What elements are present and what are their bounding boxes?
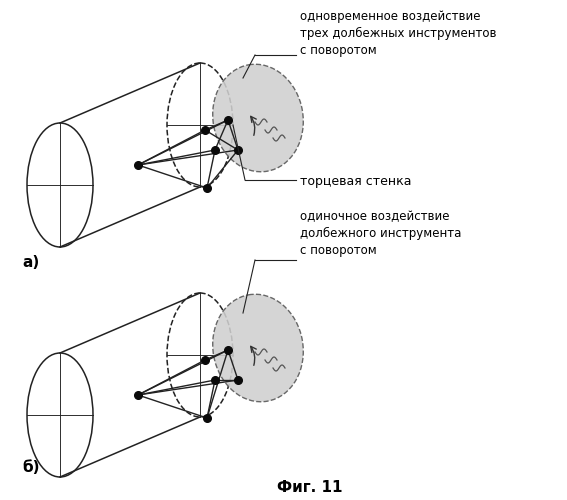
Text: б): б) xyxy=(22,460,40,475)
Text: а): а) xyxy=(22,255,39,270)
Text: одиночное воздействие
долбежного инструмента
с поворотом: одиночное воздействие долбежного инструм… xyxy=(300,210,462,257)
Text: торцевая стенка: торцевая стенка xyxy=(300,175,412,188)
Text: Фиг. 11: Фиг. 11 xyxy=(277,480,342,495)
Text: одновременное воздействие
трех долбежных инструментов
с поворотом: одновременное воздействие трех долбежных… xyxy=(300,10,497,57)
Ellipse shape xyxy=(213,294,303,402)
Ellipse shape xyxy=(213,64,303,172)
